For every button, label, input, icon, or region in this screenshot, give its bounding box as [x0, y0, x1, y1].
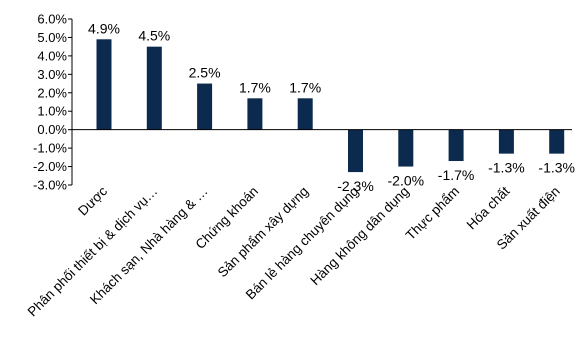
y-tick-label: -3.0% — [33, 178, 67, 193]
y-tick-label: 4.0% — [37, 48, 67, 63]
category-label: Hàng không dân dụng — [307, 184, 412, 289]
y-tick-label: 5.0% — [37, 30, 67, 45]
data-label: 1.7% — [239, 79, 271, 95]
bar — [96, 39, 112, 130]
category-label: Hóa chất — [464, 183, 513, 232]
data-label: -2.0% — [388, 173, 425, 189]
bars — [96, 39, 565, 173]
bar — [197, 83, 213, 130]
y-tick-label: 6.0% — [37, 12, 67, 27]
data-label: 2.5% — [189, 65, 221, 81]
data-labels: 4.9% 4.5% 2.5% 1.7% 1.7% -2.3% -2.0% -1.7% -1.3%… — [88, 20, 575, 194]
bar — [448, 129, 464, 162]
bar — [398, 129, 414, 167]
data-label: -1.7% — [438, 167, 475, 183]
data-label: 1.7% — [289, 79, 321, 95]
bar — [146, 46, 162, 130]
y-tick-label: 3.0% — [37, 67, 67, 82]
y-tick-label: 0.0% — [37, 122, 67, 137]
data-label: 4.9% — [88, 20, 120, 36]
y-tick-label: -2.0% — [33, 159, 67, 174]
category-label: Dược — [75, 183, 110, 218]
bar — [498, 129, 514, 154]
y-axis: 6.0% 5.0% 4.0% 3.0% 2.0% 1.0% 0.0% -1.0% -2.0% -3… — [33, 12, 73, 193]
bar — [297, 98, 313, 130]
bar — [247, 98, 263, 130]
category-label: Sản phẩm xây dựng — [215, 184, 312, 281]
y-tick-label: 1.0% — [37, 104, 67, 119]
data-label: -1.3% — [488, 160, 525, 176]
data-label: 4.5% — [138, 28, 170, 44]
y-tick-label: 2.0% — [37, 85, 67, 100]
category-label: Thực phẩm — [403, 184, 462, 243]
bar — [348, 129, 363, 173]
data-label: -1.3% — [538, 160, 575, 176]
data-label: -2.3% — [337, 178, 374, 194]
y-tick-label: -1.0% — [33, 141, 67, 156]
bar — [549, 129, 565, 154]
